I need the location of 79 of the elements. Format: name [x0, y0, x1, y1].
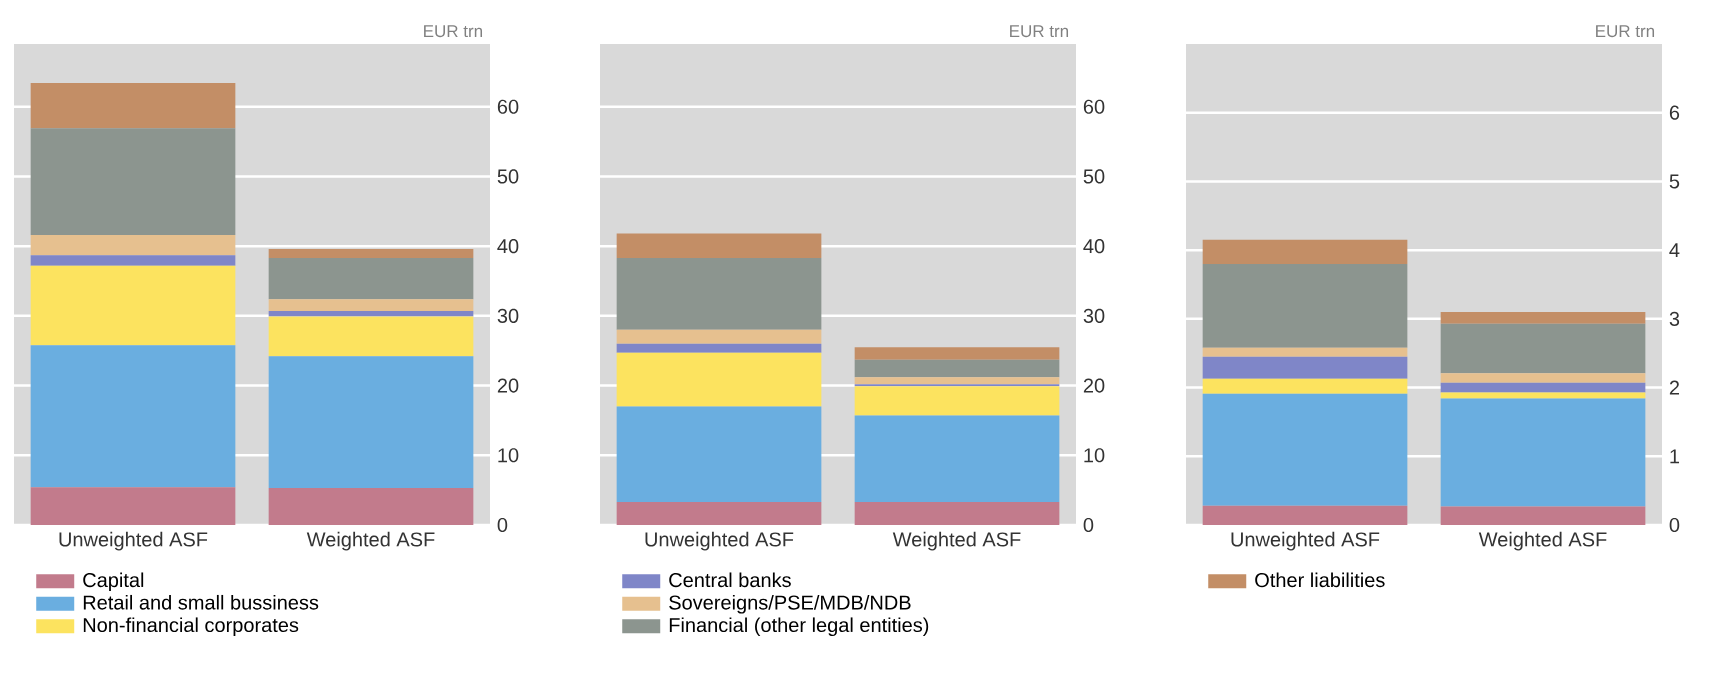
bar [616, 352, 822, 407]
bar [1202, 505, 1408, 525]
bar [616, 329, 822, 344]
bar [1440, 392, 1646, 399]
y-tick-label: 30 [497, 308, 519, 323]
x-tick-label: Unweighted ASF [59, 531, 208, 551]
y-tick-label: 4 [1669, 243, 1680, 258]
bar [30, 345, 236, 488]
bar [854, 347, 1060, 360]
bar [616, 343, 822, 353]
bar [854, 386, 1060, 416]
y-tick-label: 50 [497, 169, 519, 184]
bar [1202, 393, 1408, 506]
bar [268, 316, 474, 357]
bar [854, 501, 1060, 525]
x-tick-label: Weighted ASF [1478, 531, 1607, 551]
y-tick-label: 0 [1669, 517, 1680, 533]
bar [616, 258, 822, 330]
y-axis-title: EUR trn [1010, 25, 1069, 38]
y-tick-label: 40 [1083, 239, 1105, 254]
bar [1440, 398, 1646, 507]
bar [30, 235, 236, 256]
bar [1440, 323, 1646, 374]
y-tick-label: 1 [1670, 449, 1680, 464]
y-tick-label: 0 [497, 517, 508, 533]
bar [616, 406, 822, 502]
x-tick-label: Unweighted ASF [645, 531, 794, 551]
bar [1202, 263, 1408, 348]
bar [854, 359, 1060, 378]
y-tick-label: 2 [1669, 380, 1680, 395]
y-axis-title: EUR trn [424, 25, 483, 38]
y-tick-label: 3 [1669, 311, 1680, 326]
legend-label: Other liabilities [1255, 572, 1385, 588]
bar [1440, 373, 1646, 383]
bar [854, 415, 1060, 502]
bar [616, 233, 822, 258]
bar [854, 377, 1060, 385]
y-tick-label: 20 [497, 378, 519, 393]
y-tick-label: 30 [1083, 308, 1105, 323]
bar [268, 310, 474, 317]
bar [1202, 239, 1408, 264]
bar [1202, 378, 1408, 394]
legend-label: Central banks [669, 572, 791, 588]
y-tick-label: 60 [1083, 99, 1105, 114]
legend-label: Sovereigns/PSE/MDB/NDB [669, 594, 911, 614]
legend-label: Financial (other legal entities) [669, 617, 929, 637]
y-tick-label: 20 [1083, 378, 1105, 393]
y-tick-label: 0 [1083, 517, 1094, 533]
bar [1440, 506, 1646, 525]
y-tick-label: 10 [498, 448, 519, 463]
y-tick-label: 50 [1083, 169, 1105, 184]
x-tick-label: Weighted ASF [306, 531, 435, 551]
bar [268, 488, 474, 525]
y-tick-label: 60 [497, 99, 519, 114]
y-tick-label: 6 [1669, 105, 1680, 120]
legend-label: Retail and small bussiness [83, 594, 319, 610]
x-tick-label: Unweighted ASF [1231, 531, 1380, 551]
legend-label: Capital [83, 572, 144, 592]
bar [268, 248, 474, 258]
legend-label: Non-financial corporates [83, 617, 299, 637]
bar [1440, 311, 1646, 324]
bar [854, 384, 1060, 387]
bar [30, 83, 236, 129]
bar [1202, 347, 1408, 357]
y-tick-label: 40 [497, 239, 519, 254]
y-tick-label: 5 [1669, 174, 1680, 189]
y-axis-title: EUR trn [1596, 25, 1655, 38]
bar [30, 487, 236, 525]
bar [268, 258, 474, 300]
bar [616, 501, 822, 525]
bar [30, 265, 236, 346]
bar [1202, 356, 1408, 379]
x-tick-label: Weighted ASF [892, 531, 1021, 551]
y-tick-label: 10 [1084, 448, 1105, 463]
bar [30, 255, 236, 266]
bar [268, 356, 474, 489]
bar [30, 128, 236, 235]
bar [1440, 382, 1646, 393]
bar [268, 299, 474, 311]
